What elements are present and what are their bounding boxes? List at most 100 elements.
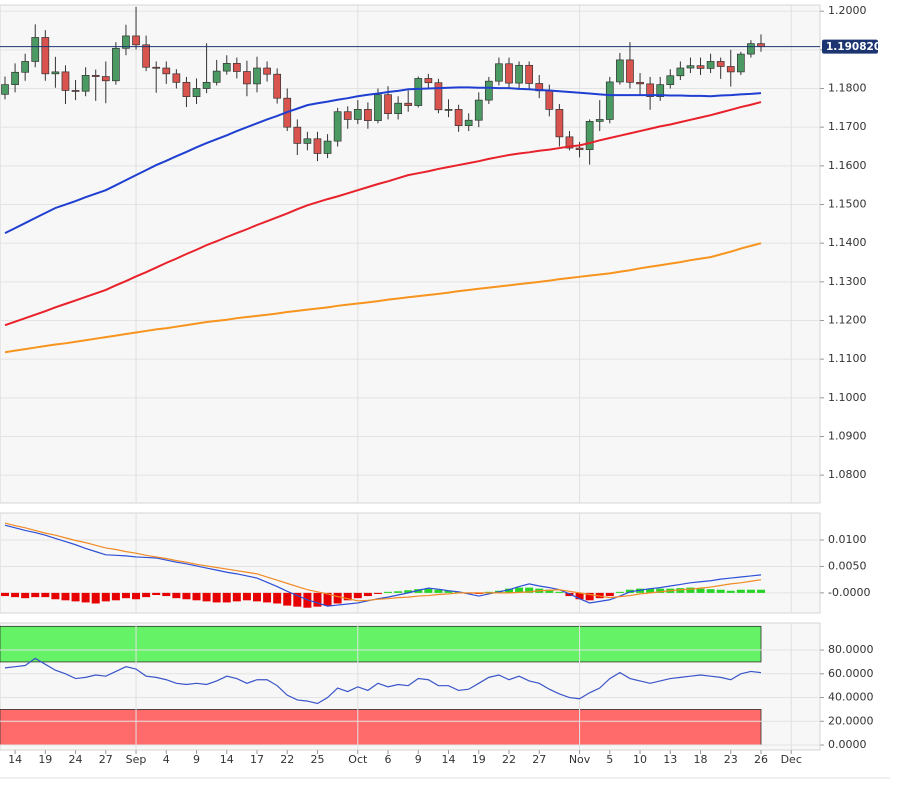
candle-body — [585, 121, 594, 150]
histogram-bar — [545, 589, 554, 593]
last-price-label: 1.190820 — [826, 41, 881, 53]
candle-body — [716, 61, 725, 67]
x-tick-label: 4 — [163, 753, 170, 766]
histogram-bar — [182, 592, 191, 600]
candle-body — [21, 61, 30, 73]
histogram-bar — [61, 592, 70, 601]
candle-body — [51, 71, 60, 75]
histogram-bar — [1, 592, 9, 597]
candle-body — [343, 111, 352, 120]
histogram-bar — [736, 589, 745, 593]
x-tick-label: 25 — [310, 753, 324, 766]
histogram-bar — [31, 592, 40, 598]
histogram-bar — [394, 591, 403, 593]
candle-body — [202, 81, 211, 89]
y-tick-label: 1.1800 — [828, 82, 867, 95]
last-price-box — [822, 39, 878, 54]
histogram-bar — [222, 592, 231, 603]
histogram-bar — [232, 592, 241, 602]
candle-body — [726, 66, 735, 73]
candle-body — [736, 53, 745, 73]
x-tick-label: 22 — [280, 753, 294, 766]
x-tick-label: 27 — [99, 753, 113, 766]
candle-body — [605, 81, 614, 120]
histogram-bar — [575, 592, 584, 600]
candle-body — [273, 73, 282, 99]
candle-body — [555, 109, 564, 138]
x-tick-label: 9 — [193, 753, 200, 766]
x-tick-label: 26 — [754, 753, 768, 766]
histogram-bar — [525, 587, 534, 593]
histogram-bar — [414, 589, 423, 593]
y-tick-label: 40.0000 — [828, 691, 874, 704]
y-tick-label: 1.1000 — [828, 391, 867, 404]
candle-body — [101, 76, 110, 82]
candle-body — [666, 75, 675, 85]
zone-band — [0, 709, 762, 746]
histogram-bar — [585, 592, 594, 601]
candle-body — [172, 73, 181, 83]
histogram-bar — [162, 592, 171, 597]
candle-body — [404, 102, 413, 106]
histogram-bar — [353, 592, 362, 599]
candle-body — [656, 84, 665, 97]
histogram-bar — [746, 589, 755, 593]
candle-body — [11, 71, 19, 85]
histogram-bar — [343, 592, 352, 601]
plot-area — [0, 4, 821, 504]
x-tick-label: Nov — [569, 753, 591, 766]
candle-body — [515, 64, 523, 84]
line — [4, 101, 762, 327]
histogram-bar — [323, 592, 332, 606]
candle-body — [182, 81, 191, 97]
candle-body — [1, 84, 9, 95]
candle-body — [696, 65, 705, 69]
candle-body — [414, 78, 423, 106]
y-tick-label: 1.1500 — [828, 198, 867, 211]
candle-body — [676, 67, 685, 77]
y-tick-label: 1.0800 — [828, 468, 867, 481]
candle-body — [313, 138, 322, 154]
histogram-bar — [192, 592, 201, 601]
candle-body — [263, 67, 271, 75]
candle-body — [122, 35, 130, 49]
histogram-bar — [333, 592, 342, 604]
histogram-bar — [706, 589, 715, 593]
histogram-bar — [656, 588, 665, 593]
y-tick-label: 1.0900 — [828, 429, 867, 442]
histogram-bar — [515, 587, 524, 593]
candle-body — [474, 99, 483, 121]
y-tick-label: 0.0000 — [828, 738, 867, 751]
histogram-bar — [283, 592, 292, 606]
y-tick-label: 1.1700 — [828, 120, 867, 133]
x-tick-label: 19 — [38, 753, 52, 766]
candle-body — [636, 81, 644, 85]
histogram-bar — [605, 592, 614, 597]
line — [4, 657, 762, 705]
line — [4, 86, 762, 235]
candle-body — [464, 119, 473, 126]
candle-body — [162, 67, 171, 75]
x-tick-label: 14 — [8, 753, 22, 766]
line — [4, 522, 762, 602]
candle-body — [41, 37, 50, 75]
histogram-bar — [726, 590, 735, 593]
candle-body — [293, 126, 302, 144]
candle-body — [71, 90, 80, 92]
y-tick-label: 0.0100 — [828, 533, 867, 546]
candle-body — [364, 109, 372, 121]
y-tick-label: 0.0050 — [828, 559, 867, 572]
x-tick-label: 13 — [663, 753, 677, 766]
histogram-bar — [696, 588, 705, 593]
candle-body — [303, 138, 312, 144]
histogram-bar — [101, 592, 110, 602]
histogram-bar — [51, 592, 60, 600]
histogram-bar — [757, 589, 765, 593]
y-tick-label: 1.1100 — [828, 352, 867, 365]
candle-body — [616, 59, 624, 83]
candle-body — [646, 83, 654, 97]
candle-body — [495, 63, 503, 82]
candle-body — [454, 109, 463, 126]
candle-body — [142, 44, 150, 68]
